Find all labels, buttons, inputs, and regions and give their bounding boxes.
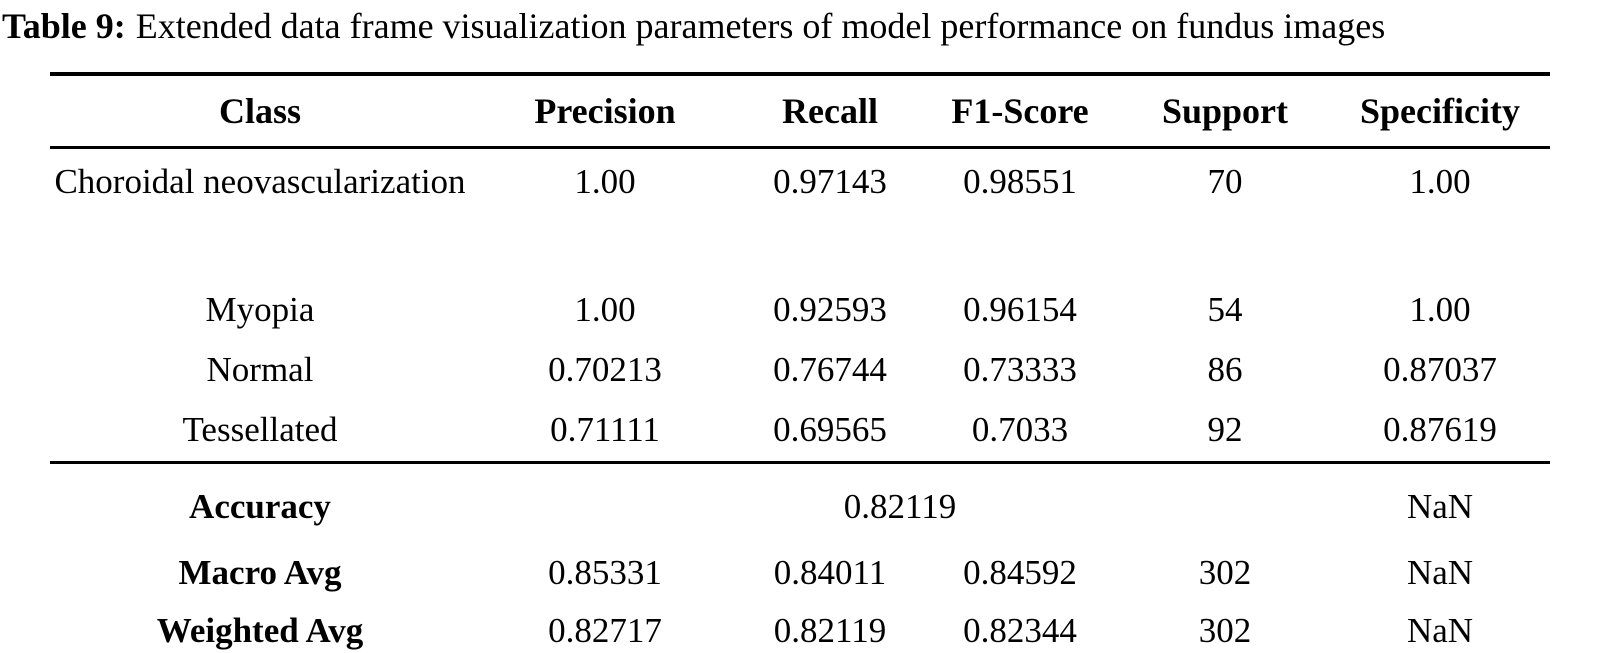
cell-recall: 0.69565	[773, 410, 887, 449]
cell-precision: 0.71111	[550, 410, 660, 449]
cell-precision: 1.00	[574, 162, 636, 201]
cell-specificity: NaN	[1406, 553, 1474, 592]
cell-specificity: 0.87619	[1383, 410, 1497, 449]
cell-precision: 0.82717	[548, 611, 662, 650]
cell-support: 302	[1198, 553, 1252, 592]
cell-specificity: 0.87037	[1383, 350, 1497, 389]
cell-support: 54	[1207, 290, 1243, 329]
cell-support: 86	[1207, 350, 1243, 389]
cell-specificity: 1.00	[1409, 162, 1471, 201]
cell-f1-score: 0.7033	[971, 410, 1069, 449]
table-header: Class Precision Recall F1-Score Support …	[50, 74, 1550, 148]
accuracy-row: Accuracy 0.82119 NaN	[50, 463, 1550, 545]
table-row: Choroidal neovascularization 1.00 0.9714…	[50, 148, 1550, 282]
table-row: Normal 0.70213 0.76744 0.73333 86 0.8703…	[50, 341, 1550, 401]
summary-label-accuracy: Accuracy	[189, 487, 331, 526]
cell-recall: 0.82119	[773, 611, 887, 650]
column-header-f1-score: F1-Score	[951, 91, 1089, 131]
cell-precision: 0.70213	[548, 350, 662, 389]
cell-f1-score: 0.84592	[963, 553, 1077, 592]
cell-class-name: Normal	[206, 350, 314, 389]
cell-f1-score: 0.82344	[963, 611, 1077, 650]
cell-specificity: 1.00	[1409, 290, 1471, 329]
table-row: Tessellated 0.71111 0.69565 0.7033 92 0.…	[50, 401, 1550, 463]
cell-support: 302	[1198, 611, 1252, 650]
summary-label-macro-avg: Macro Avg	[178, 553, 342, 592]
performance-table: Class Precision Recall F1-Score Support …	[50, 72, 1550, 653]
summary-label-weighted-avg: Weighted Avg	[156, 611, 364, 650]
weighted-avg-row: Weighted Avg 0.82717 0.82119 0.82344 302…	[50, 602, 1550, 653]
cell-specificity: NaN	[1406, 611, 1474, 650]
table-row: Myopia 1.00 0.92593 0.96154 54 1.00	[50, 281, 1550, 341]
table-caption-text: Extended data frame visualization parame…	[135, 6, 1386, 46]
table-caption: Table 9: Extended data frame visualizatio…	[2, 4, 1600, 48]
class-rows: Choroidal neovascularization 1.00 0.9714…	[50, 148, 1550, 463]
cell-recall: 0.92593	[773, 290, 887, 329]
column-header-class: Class	[218, 91, 302, 131]
cell-f1-score: 0.96154	[963, 290, 1077, 329]
cell-recall: 0.76744	[773, 350, 887, 389]
column-header-precision: Precision	[534, 91, 676, 131]
cell-support: 70	[1207, 162, 1243, 201]
cell-f1-score: 0.98551	[963, 162, 1077, 201]
cell-specificity: NaN	[1406, 487, 1474, 526]
column-header-specificity: Specificity	[1360, 91, 1520, 131]
cell-class-name: Choroidal neovascularization	[54, 162, 466, 201]
header-row: Class Precision Recall F1-Score Support …	[50, 74, 1550, 148]
macro-avg-row: Macro Avg 0.85331 0.84011 0.84592 302 Na…	[50, 544, 1550, 602]
column-header-recall: Recall	[782, 91, 878, 131]
cell-support: 92	[1207, 410, 1243, 449]
cell-f1-score: 0.73333	[963, 350, 1077, 389]
cell-precision: 0.85331	[548, 553, 662, 592]
summary-rows: Accuracy 0.82119 NaN Macro Avg 0.85331 0…	[50, 463, 1550, 653]
cell-class-name: Myopia	[205, 290, 315, 329]
cell-recall: 0.97143	[773, 162, 887, 201]
cell-accuracy-value: 0.82119	[843, 487, 957, 526]
table-caption-label: Table 9:	[2, 6, 126, 46]
cell-recall: 0.84011	[773, 553, 887, 592]
cell-class-name: Tessellated	[182, 410, 338, 449]
cell-precision: 1.00	[574, 290, 636, 329]
column-header-support: Support	[1161, 91, 1289, 131]
